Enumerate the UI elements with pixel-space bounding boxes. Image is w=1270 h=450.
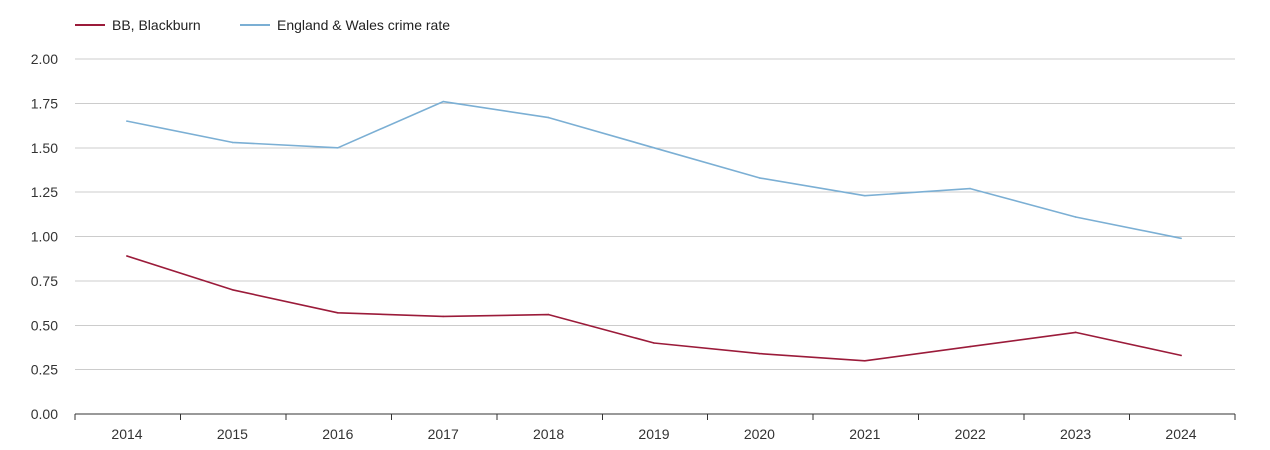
- series-lines: [126, 100, 1182, 362]
- x-tick-label: 2019: [638, 426, 669, 442]
- series-2-point: [442, 100, 445, 103]
- series-2-point: [864, 194, 866, 197]
- y-tick-label: 2.00: [31, 51, 58, 67]
- x-tick-label: 2023: [1060, 426, 1091, 442]
- y-tick-label: 0.75: [31, 273, 58, 289]
- y-tick-label: 1.75: [31, 95, 58, 111]
- series-1-point: [969, 345, 971, 348]
- x-axis: 2014 2015 2016 2017 2018 2019 2020 2021 2022 2023…: [74, 414, 1236, 442]
- y-tick-label: 0.25: [31, 362, 58, 378]
- series-2-point: [969, 187, 971, 190]
- y-tick-label: 1.00: [31, 229, 58, 245]
- gridlines: [75, 58, 1235, 415]
- x-tick-label: 2014: [111, 426, 142, 442]
- series-1-point: [126, 255, 128, 257]
- series-1-point: [653, 342, 655, 344]
- series-1-point: [231, 288, 234, 291]
- x-tick-label: 2015: [217, 426, 248, 442]
- series-2-point: [231, 141, 234, 144]
- series-1-point: [442, 315, 445, 318]
- y-tick-label: 0.00: [31, 406, 58, 422]
- series-2-point: [758, 177, 761, 179]
- x-tick-label: 2024: [1165, 426, 1196, 442]
- y-tick-label: 0.50: [31, 317, 58, 333]
- series-1-point: [1180, 354, 1182, 357]
- series-1-point: [758, 352, 761, 355]
- series-1-point: [864, 359, 866, 362]
- x-tick-label: 2021: [849, 426, 880, 442]
- series-1-point: [547, 313, 550, 316]
- x-tick-label: 2022: [955, 426, 986, 442]
- series-2-point: [547, 116, 550, 119]
- x-tick-label: 2018: [533, 426, 564, 442]
- series-2-point: [653, 146, 655, 149]
- x-tick-label: 2017: [428, 426, 459, 442]
- series-line-2: [126, 100, 1182, 240]
- series-line-1: [126, 255, 1182, 362]
- y-tick-label: 1.25: [31, 184, 58, 200]
- series-2-point: [126, 120, 128, 122]
- legend-label-2: England & Wales crime rate: [277, 17, 450, 33]
- legend-label-1: BB, Blackburn: [112, 17, 201, 33]
- y-tick-label: 1.50: [31, 140, 58, 156]
- y-axis: 0.00 0.25 0.50 0.75 1.00 1.25 1.50 1.75 2.00: [31, 51, 58, 422]
- series-2-point: [1180, 237, 1182, 240]
- series-2-point: [1074, 216, 1077, 218]
- x-tick-label: 2020: [744, 426, 775, 442]
- series-1-point: [337, 312, 339, 314]
- series-2-point: [337, 146, 339, 149]
- legend: BB, Blackburn England & Wales crime rate: [75, 17, 450, 33]
- series-1-point: [1074, 331, 1077, 334]
- x-tick-label: 2016: [322, 426, 353, 442]
